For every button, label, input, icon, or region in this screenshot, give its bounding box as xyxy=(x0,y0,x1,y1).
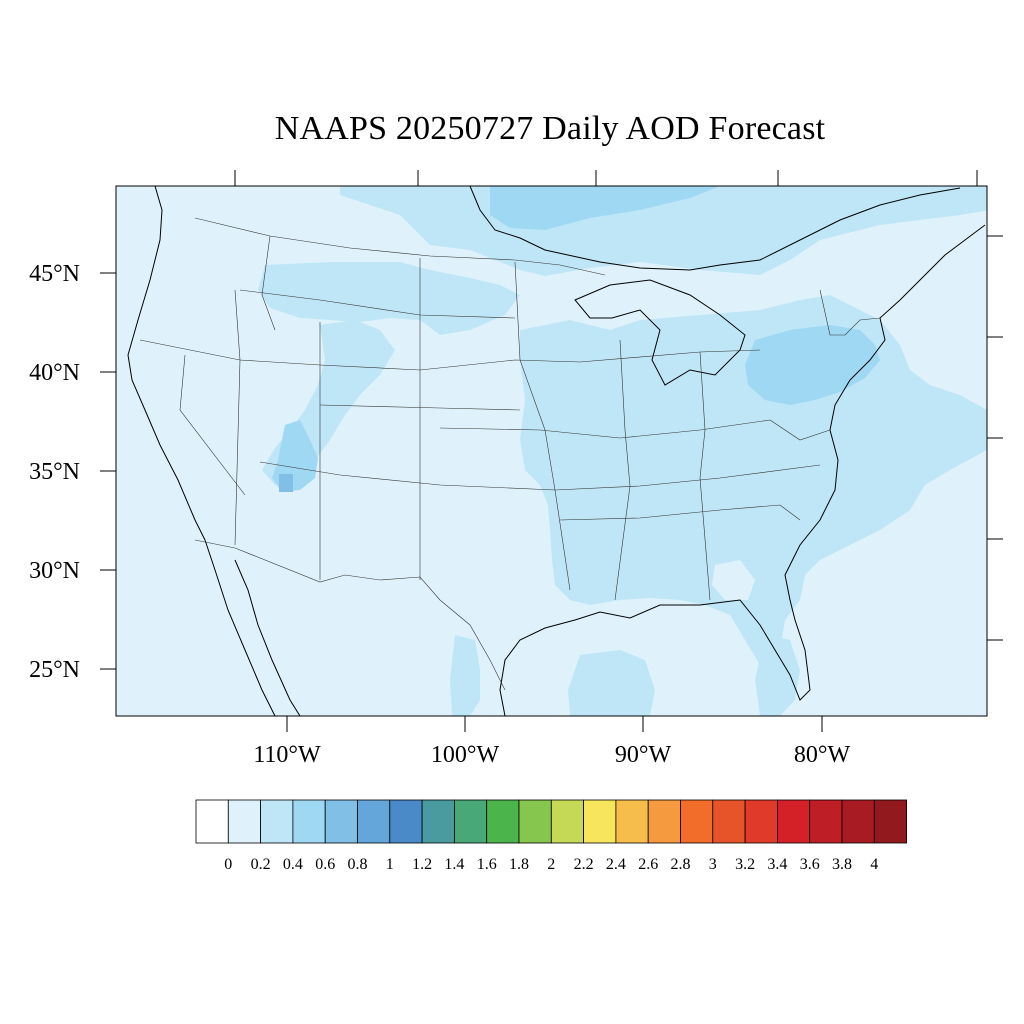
aod-patch-florida xyxy=(755,635,800,716)
aod-patch-northeast xyxy=(745,325,880,405)
border-line-6 xyxy=(234,289,241,546)
lat-label-45N: 45°N xyxy=(29,261,80,287)
colorbar-swatch xyxy=(744,799,778,844)
gulf-coast xyxy=(499,599,811,716)
colorbar-swatch xyxy=(550,799,584,844)
map-frame xyxy=(115,185,988,717)
border-line-15 xyxy=(559,504,801,521)
colorbar-swatch xyxy=(486,799,520,844)
border-line-12 xyxy=(179,354,246,496)
colorbar-label: 1.4 xyxy=(444,856,464,873)
lon-label-110W: 110°W xyxy=(253,742,321,768)
border-line-1 xyxy=(139,339,761,371)
colorbar-swatch xyxy=(227,799,262,844)
lon-label-80W: 80°W xyxy=(794,742,851,768)
colorbar-swatch xyxy=(260,799,294,844)
pacific-coast xyxy=(127,186,206,541)
baja-coast xyxy=(204,539,276,716)
map-panel xyxy=(116,186,987,716)
border-line-3 xyxy=(239,289,516,319)
aod-patch-gulf-offshore xyxy=(568,650,655,716)
colorbar-swatch xyxy=(809,799,843,844)
aod-patch-georgia-inner xyxy=(712,560,755,600)
colorbar-label: 3.2 xyxy=(735,856,755,873)
colorbar-swatch xyxy=(453,799,488,844)
aod-hotspot-arizona xyxy=(279,474,293,492)
colorbar-label: 2.6 xyxy=(638,856,658,873)
state-borders xyxy=(139,217,881,691)
border-line-13 xyxy=(261,235,276,331)
colorbar-swatch xyxy=(615,799,649,844)
colorbar-label: 2.8 xyxy=(671,856,691,873)
colorbar-swatch xyxy=(647,799,681,844)
colorbar-swatch xyxy=(195,799,229,844)
lat-axis: 45°N 40°N 35°N 30°N 25°N xyxy=(29,261,116,683)
colorbar-label: 3.6 xyxy=(800,856,820,873)
aod-field-0.4-0.6 xyxy=(272,186,880,492)
colorbar-label: 0.4 xyxy=(283,856,303,873)
colorbar-label: 4 xyxy=(870,856,878,873)
border-line-5 xyxy=(439,419,771,439)
border-line-14 xyxy=(769,419,831,441)
border-line-4 xyxy=(319,404,521,411)
colorbar-swatch xyxy=(873,799,907,844)
colorbar-label: 1 xyxy=(386,856,394,873)
canada-coast xyxy=(469,186,961,271)
colorbar-swatch xyxy=(777,799,811,844)
colorbar-swatch xyxy=(389,799,423,844)
colorbar-label: 0.8 xyxy=(348,856,368,873)
border-line-11 xyxy=(699,351,711,601)
lat-label-30N: 30°N xyxy=(29,558,80,584)
colorbar-swatch xyxy=(680,799,714,844)
border-line-10 xyxy=(614,339,631,601)
chart-title: NAAPS 20250727 Daily AOD Forecast xyxy=(274,110,826,147)
aod-patch-texas-south xyxy=(450,635,480,716)
colorbar-swatch xyxy=(324,799,358,844)
colorbar-label: 1.6 xyxy=(477,856,497,873)
lat-label-35N: 35°N xyxy=(29,459,80,485)
colorbar-swatch xyxy=(583,799,617,844)
colorbar xyxy=(195,799,907,844)
border-line-9 xyxy=(514,261,571,591)
colorbar-label: 0.2 xyxy=(251,856,271,873)
top-ticks xyxy=(234,170,978,186)
colorbar-label: 1.2 xyxy=(412,856,432,873)
coastlines xyxy=(127,186,986,716)
colorbar-swatch xyxy=(841,799,875,844)
colorbar-swatch xyxy=(292,799,326,844)
atlantic-coast xyxy=(784,224,986,601)
colorbar-swatch xyxy=(421,799,455,844)
colorbar-swatch xyxy=(712,799,746,844)
sea-of-cortez-coast xyxy=(234,559,301,716)
colorbar-label: 3 xyxy=(709,856,717,873)
colorbar-label: 3.4 xyxy=(767,856,787,873)
colorbar-swatch xyxy=(518,799,552,844)
aod-patch-mississippi-valley xyxy=(520,295,987,665)
border-line-16 xyxy=(819,289,881,336)
colorbar-label: 0.6 xyxy=(315,856,335,873)
right-ticks xyxy=(987,235,1003,641)
aod-patch-northern-plains xyxy=(258,262,520,335)
aod-patch-hudson-bay xyxy=(490,186,720,230)
colorbar-label: 2.4 xyxy=(606,856,626,873)
lat-label-25N: 25°N xyxy=(29,657,80,683)
mexico-us-border xyxy=(194,539,506,691)
lon-label-100W: 100°W xyxy=(431,742,500,768)
lat-label-40N: 40°N xyxy=(29,360,80,386)
colorbar-labels: 0 0.2 0.4 0.6 0.8 1 1.2 1.4 1.6 1.8 2 2.2 2.4 2.6 2.8 3… xyxy=(224,856,878,873)
colorbar-label: 2.2 xyxy=(574,856,594,873)
lon-label-90W: 90°W xyxy=(615,742,672,768)
colorbar-swatch xyxy=(357,799,391,844)
lon-axis: 110°W 100°W 90°W 80°W xyxy=(253,716,850,768)
great-lakes-outline xyxy=(574,279,746,386)
colorbar-label: 2 xyxy=(547,856,555,873)
colorbar-label: 3.8 xyxy=(832,856,852,873)
colorbar-label: 1.8 xyxy=(509,856,529,873)
colorbar-label: 0 xyxy=(224,856,232,873)
